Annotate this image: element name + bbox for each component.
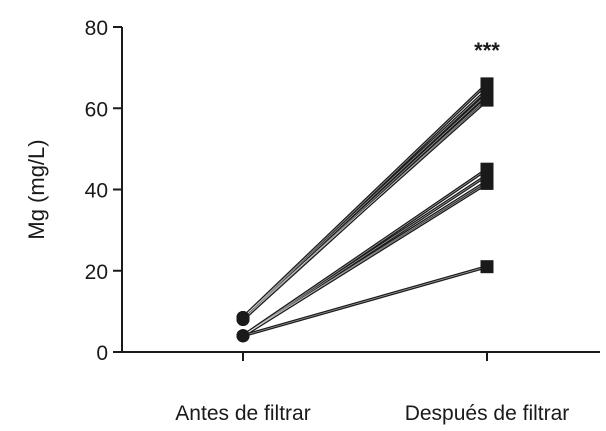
x-axis: Antes de filtrar Después de filtrar bbox=[122, 351, 600, 425]
series-lines bbox=[241, 82, 489, 338]
series-line-highlight bbox=[242, 93, 488, 320]
series-line-highlight bbox=[242, 99, 488, 318]
before-point bbox=[236, 310, 250, 324]
series-line-highlight bbox=[242, 183, 488, 337]
y-tick-label: 60 bbox=[85, 98, 108, 121]
y-tick-label: 20 bbox=[85, 261, 108, 284]
after-point bbox=[480, 176, 494, 190]
series-line-highlight bbox=[242, 89, 488, 318]
x-tick-label: Antes de filtrar bbox=[175, 402, 310, 425]
after-point bbox=[480, 260, 494, 274]
after-point bbox=[480, 93, 494, 107]
y-axis-title: Mg (mg/L) bbox=[24, 139, 49, 239]
y-axis: 0 20 40 60 80 bbox=[85, 17, 123, 365]
series-line-highlight bbox=[242, 83, 488, 318]
x-tick-label: Después de filtrar bbox=[405, 402, 570, 425]
series-line-highlight bbox=[242, 174, 488, 337]
y-tick-label: 40 bbox=[85, 180, 108, 203]
series-line-highlight bbox=[242, 266, 488, 337]
series-markers bbox=[236, 77, 494, 343]
series-line-highlight bbox=[242, 168, 488, 337]
before-point bbox=[236, 329, 250, 343]
y-tick-label: 0 bbox=[96, 342, 108, 365]
y-tick-label: 80 bbox=[85, 17, 108, 40]
significance-annotation: *** bbox=[474, 38, 500, 63]
